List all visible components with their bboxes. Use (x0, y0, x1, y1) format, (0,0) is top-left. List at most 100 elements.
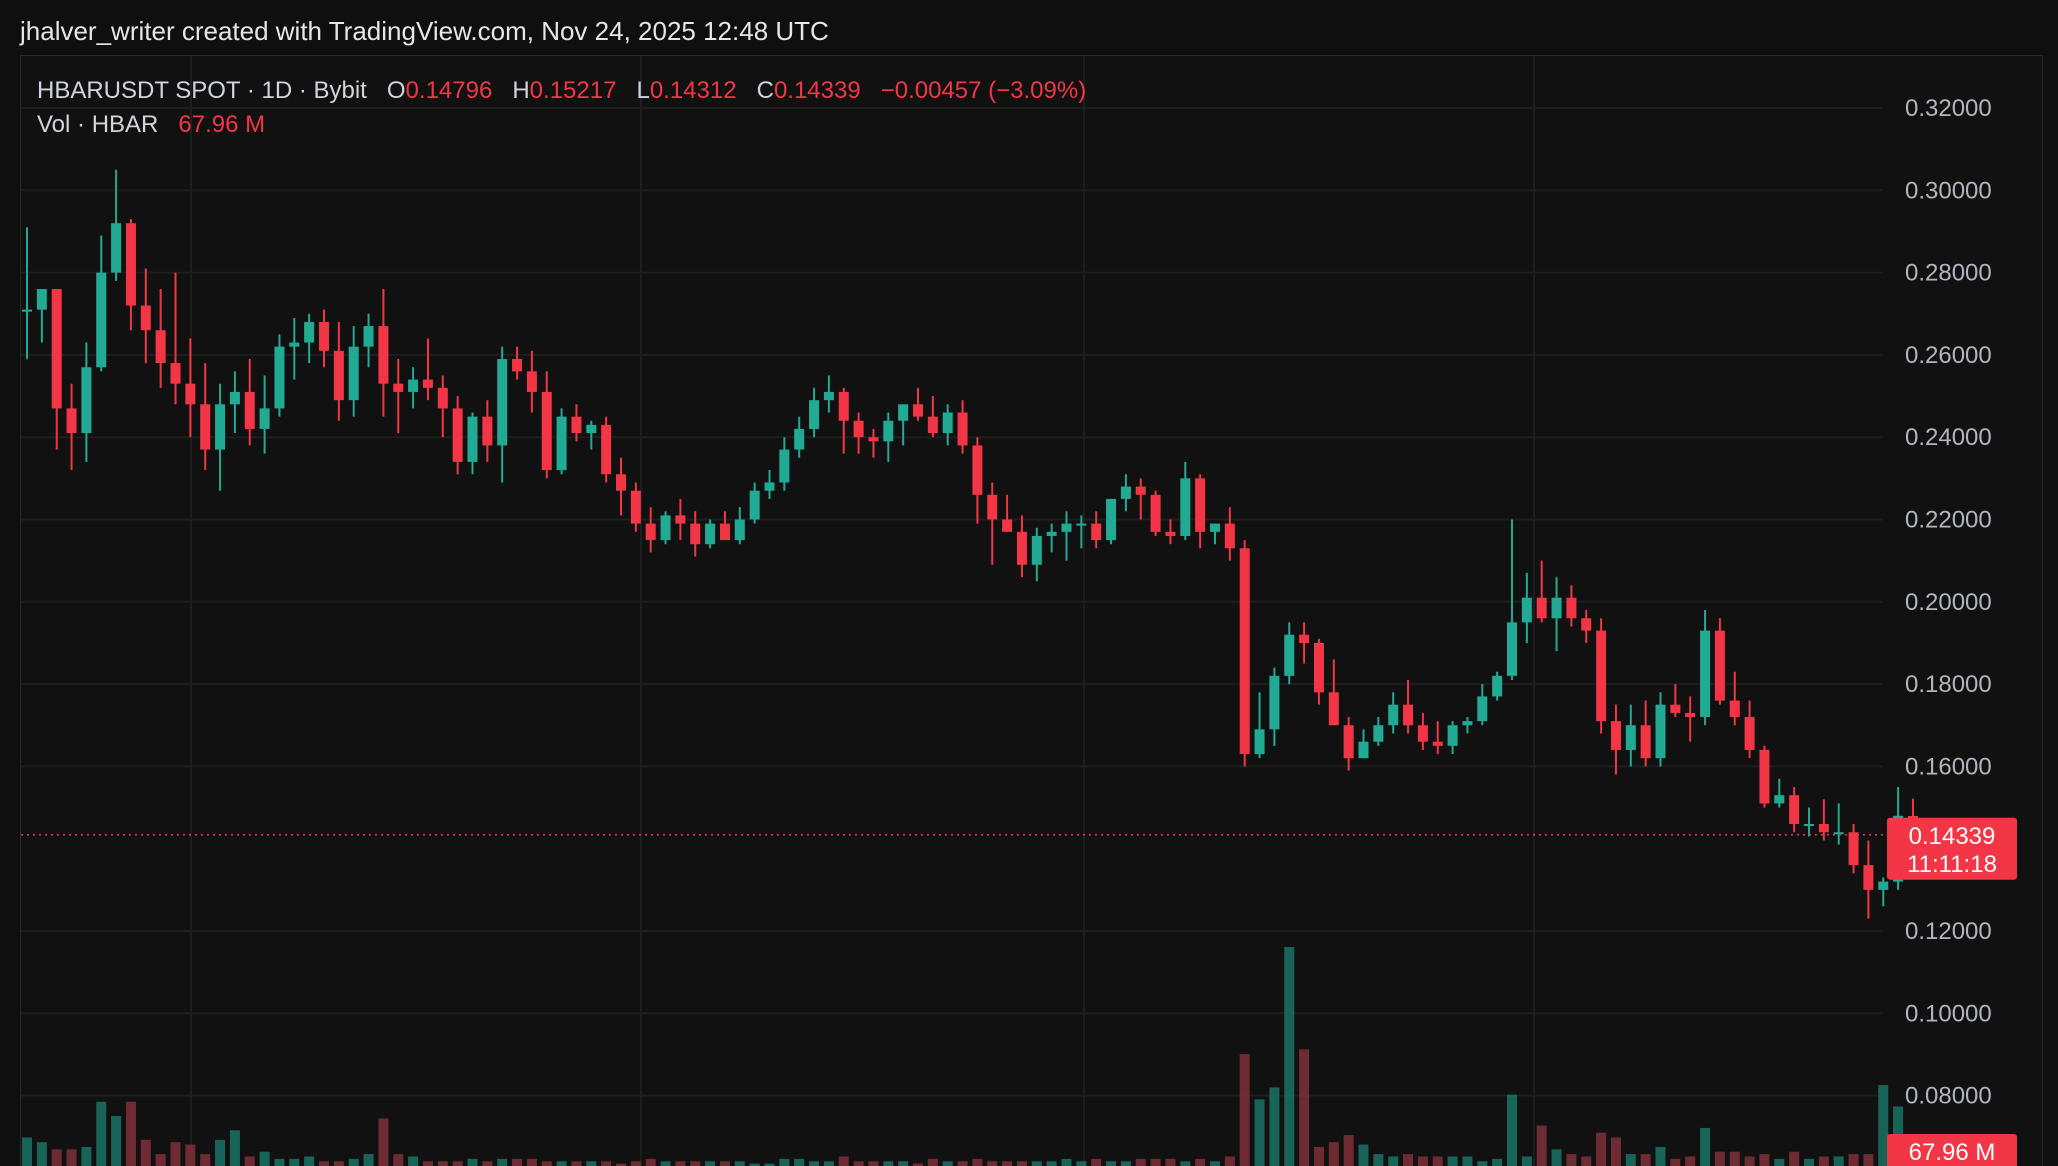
candle-body (616, 474, 626, 490)
candle-body (735, 520, 745, 541)
candle-body (334, 351, 344, 400)
candle-body (1507, 622, 1517, 675)
y-axis-tick-label: 0.08000 (1905, 1083, 1992, 1110)
candle-body (898, 404, 908, 420)
legend-symbol[interactable]: HBARUSDT SPOT · 1D · Bybit (37, 77, 367, 104)
volume-bar (601, 1161, 611, 1166)
candle-body (37, 289, 47, 310)
candle-body (690, 524, 700, 545)
volume-bar (22, 1137, 32, 1166)
candle-body (586, 425, 596, 433)
volume-bar (1180, 1161, 1190, 1166)
candle-body (1834, 832, 1844, 834)
candle-body (1284, 635, 1294, 676)
candle-body (527, 371, 537, 392)
candle-body (1730, 701, 1740, 717)
volume-bar (1537, 1126, 1547, 1166)
candle-body (1759, 750, 1769, 803)
y-axis-tick-label: 0.18000 (1905, 671, 1992, 698)
y-axis-tick-label: 0.16000 (1905, 753, 1992, 780)
candle-body (1314, 643, 1324, 692)
volume-bar (349, 1159, 359, 1166)
candle-body (913, 404, 923, 416)
candle-body (349, 347, 359, 400)
volume-bar (854, 1161, 864, 1166)
candle-body (52, 289, 62, 408)
volume-bar (1819, 1156, 1829, 1166)
volume-bar (1240, 1054, 1250, 1166)
candle-body (1745, 717, 1755, 750)
volume-bar (898, 1161, 908, 1166)
candle-body (423, 380, 433, 388)
volume-bar (37, 1142, 47, 1166)
volume-bar (1314, 1147, 1324, 1166)
candle-body (1403, 705, 1413, 726)
candle-body (1062, 524, 1072, 532)
volume-bar (646, 1159, 656, 1166)
volume-bar (1670, 1159, 1680, 1166)
legend-volume-label[interactable]: Vol · HBAR (37, 111, 158, 138)
candle-body (1240, 548, 1250, 754)
volume-bar (408, 1156, 418, 1166)
candle-body (779, 450, 789, 483)
candle-body (1670, 705, 1680, 713)
volume-bar (1359, 1145, 1369, 1166)
candle-body (1225, 524, 1235, 549)
volume-bar (1581, 1156, 1591, 1166)
candle-body (319, 322, 329, 351)
volume-bar (1849, 1154, 1859, 1166)
candle-body (1611, 721, 1621, 750)
volume-bar (1656, 1147, 1666, 1166)
candle-body (171, 363, 181, 384)
candle-body (1255, 729, 1265, 754)
candle-body (675, 515, 685, 523)
candle-body (1269, 676, 1279, 729)
volume-bar (171, 1142, 181, 1166)
candle-body (1656, 705, 1666, 758)
volume-bar (1210, 1161, 1220, 1166)
y-axis-tick-label: 0.28000 (1905, 260, 1992, 287)
volume-bar (1611, 1137, 1621, 1166)
candle-body (720, 524, 730, 540)
candlestick-chart[interactable]: 0.320000.300000.280000.260000.240000.220… (21, 56, 2042, 1166)
candle-body (1715, 631, 1725, 701)
volume-bar (928, 1159, 938, 1166)
volume-bar (1121, 1161, 1131, 1166)
y-axis-tick-label: 0.32000 (1905, 95, 1992, 122)
candle-body (1626, 725, 1636, 750)
candle-body (1774, 795, 1784, 803)
volume-bar (779, 1159, 789, 1166)
candle-body (497, 359, 507, 445)
volume-bar (690, 1161, 700, 1166)
volume-bar (1804, 1159, 1814, 1166)
legend-low-value: 0.14312 (650, 77, 737, 104)
candle-body (928, 417, 938, 433)
candle-body (839, 392, 849, 421)
volume-bar (482, 1161, 492, 1166)
candle-body (601, 425, 611, 474)
candle-body (304, 322, 314, 343)
legend-low-label: L (636, 77, 649, 104)
volume-bar (1151, 1159, 1161, 1166)
candle-body (631, 491, 641, 524)
volume-bar (1566, 1154, 1576, 1166)
volume-bar (1329, 1142, 1339, 1166)
candle-body (1477, 696, 1487, 721)
candle-body (215, 404, 225, 449)
candle-body (854, 421, 864, 437)
candle-body (1492, 676, 1502, 697)
volume-bar (1284, 947, 1294, 1166)
candle-body (958, 413, 968, 446)
volume-bar (1225, 1156, 1235, 1166)
volume-bar (1106, 1161, 1116, 1166)
candle-body (987, 495, 997, 520)
candle-body (571, 417, 581, 433)
candle-body (868, 437, 878, 441)
volume-bar (1863, 1154, 1873, 1166)
volume-bar (126, 1102, 136, 1166)
volume-bar (364, 1154, 374, 1166)
volume-bar (1165, 1159, 1175, 1166)
y-axis-tick-label: 0.24000 (1905, 424, 1992, 451)
volume-bar (839, 1156, 849, 1166)
